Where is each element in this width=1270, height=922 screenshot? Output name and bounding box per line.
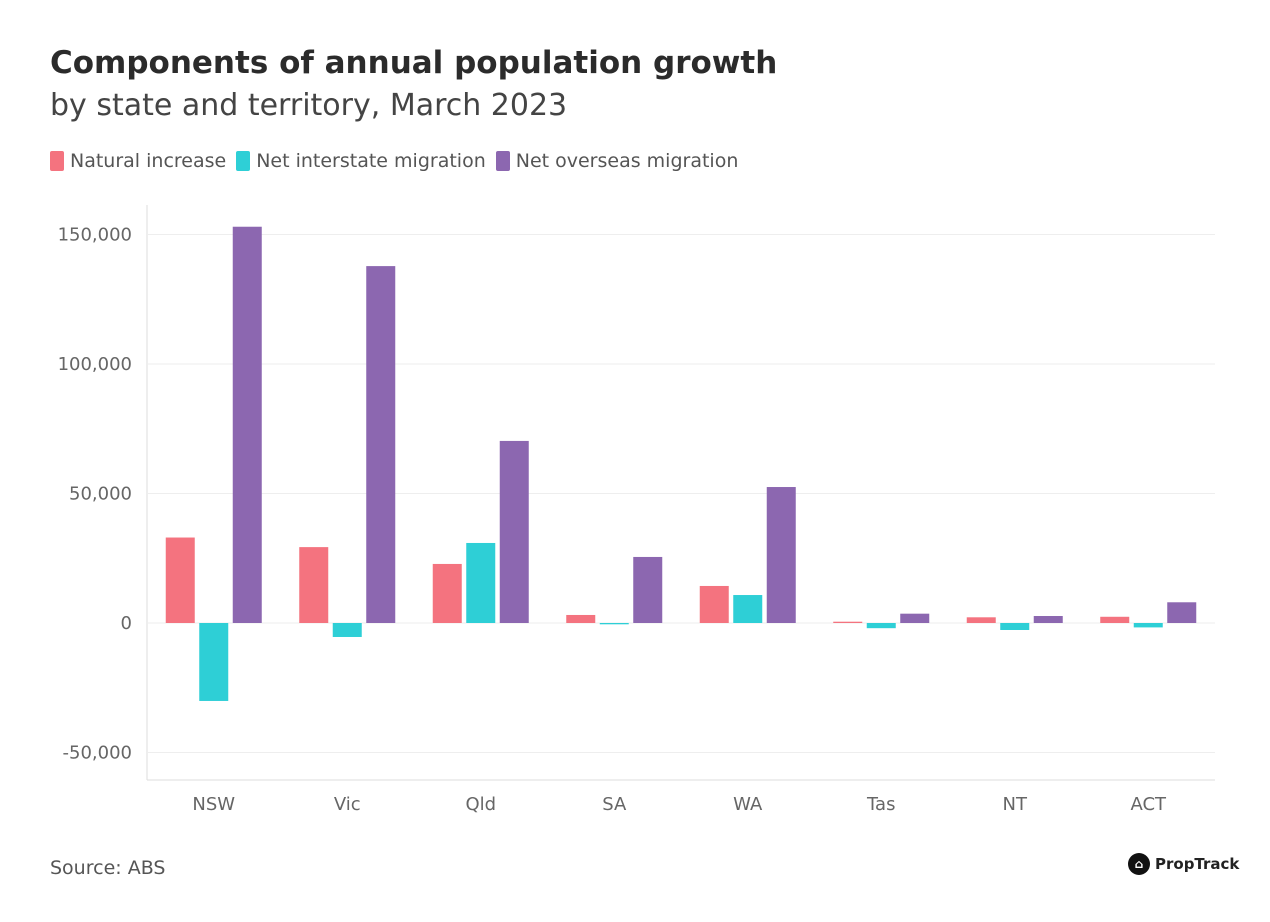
bar-tas-interstate <box>866 623 896 629</box>
bar-nt-interstate <box>1000 623 1030 630</box>
x-tick-label: Qld <box>465 794 496 815</box>
y-tick-label: -50,000 <box>63 743 132 764</box>
legend-label: Net overseas migration <box>515 150 739 172</box>
y-tick-label: 0 <box>121 613 132 634</box>
legend-label: Net interstate migration <box>256 150 486 172</box>
bar-wa-interstate <box>733 595 763 623</box>
x-tick-label: ACT <box>1130 794 1167 815</box>
bar-act-interstate <box>1133 623 1163 628</box>
legend-label: Natural increase <box>70 150 227 172</box>
legend-item-natural: Natural increase <box>50 150 226 172</box>
x-tick-label: NT <box>1003 794 1028 815</box>
y-tick-label: 50,000 <box>69 484 132 505</box>
legend-swatch <box>236 151 251 171</box>
x-tick-label: NSW <box>192 794 235 815</box>
bar-nsw-interstate <box>199 623 229 701</box>
bar-sa-overseas <box>633 556 663 623</box>
legend-item-overseas: Net overseas migration <box>495 150 739 172</box>
y-tick-label: 150,000 <box>58 225 132 246</box>
legend: Natural increase Net interstate migratio… <box>50 150 738 172</box>
logo-text: PropTrack <box>1155 855 1240 873</box>
bar-act-natural <box>1100 616 1130 623</box>
bar-wa-overseas <box>766 487 796 623</box>
bar-nt-overseas <box>1033 616 1063 623</box>
bar-qld-overseas <box>499 440 529 623</box>
bar-act-overseas <box>1167 602 1197 623</box>
house-icon: ⌂ <box>1128 853 1150 875</box>
bar-wa-natural <box>699 585 729 623</box>
bar-vic-interstate <box>332 623 362 637</box>
bar-sa-natural <box>566 614 596 623</box>
bar-nt-natural <box>966 617 996 623</box>
x-tick-label: SA <box>602 794 627 815</box>
chart-title: Components of annual population growth <box>50 45 778 81</box>
bar-qld-natural <box>432 563 462 623</box>
legend-swatch <box>50 151 64 171</box>
legend-item-interstate: Net interstate migration <box>236 150 486 172</box>
bar-tas-overseas <box>900 613 930 623</box>
proptrack-logo: ⌂ PropTrack <box>1128 853 1239 875</box>
bar-nsw-overseas <box>232 226 262 624</box>
bar-tas-natural <box>833 621 863 623</box>
x-tick-label: Tas <box>866 794 895 815</box>
bar-qld-interstate <box>466 542 496 623</box>
x-tick-label: WA <box>733 794 763 815</box>
x-tick-label: Vic <box>334 794 361 815</box>
bar-vic-overseas <box>366 266 396 623</box>
legend-swatch <box>495 151 510 171</box>
chart-subtitle: by state and territory, March 2023 <box>50 88 568 123</box>
bar-sa-interstate <box>599 623 629 625</box>
source-note: Source: ABS <box>50 857 166 879</box>
bar-vic-natural <box>299 547 329 623</box>
bar-nsw-natural <box>165 537 195 623</box>
y-tick-label: 100,000 <box>58 354 132 375</box>
